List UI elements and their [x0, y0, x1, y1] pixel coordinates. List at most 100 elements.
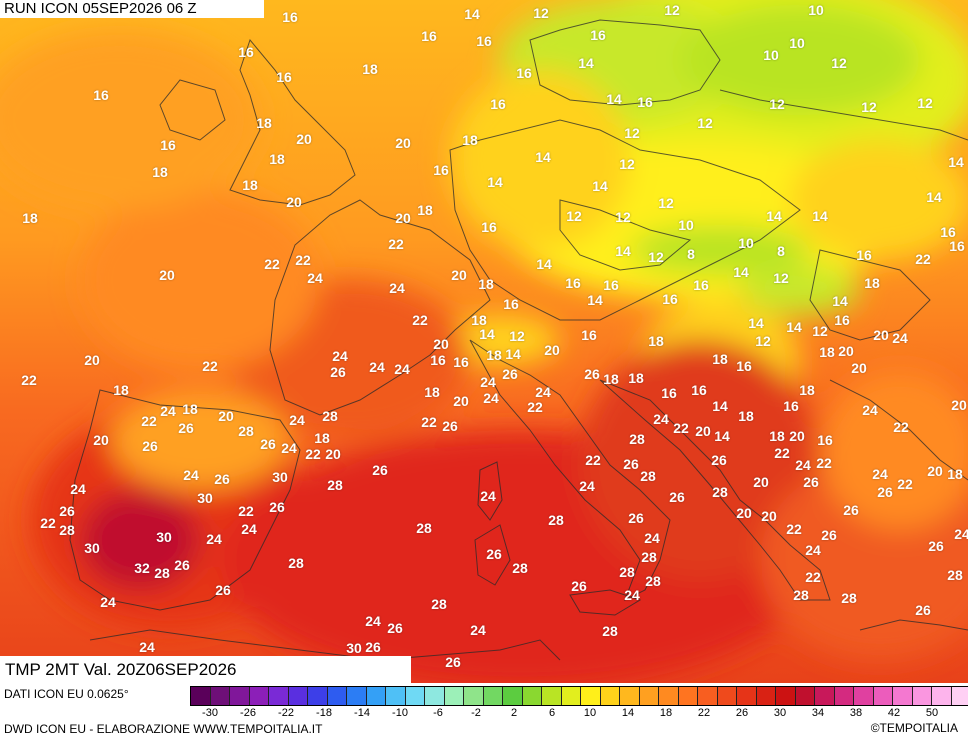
legend-swatch: [308, 687, 328, 705]
temperature-label: 24: [892, 330, 908, 346]
temperature-label: 14: [606, 91, 622, 107]
temperature-label: 24: [332, 348, 348, 364]
brand-text: ©TEMPOITALIA: [870, 721, 958, 735]
legend-swatch: [425, 687, 445, 705]
temperature-label: 14: [592, 178, 608, 194]
temperature-label: 14: [536, 256, 552, 272]
temperature-label: 16: [276, 69, 292, 85]
temperature-label: 12: [615, 209, 631, 225]
temperature-label: 12: [509, 328, 525, 344]
temperature-label: 28: [841, 590, 857, 606]
temperature-label: 16: [817, 432, 833, 448]
temperature-label: 18: [799, 382, 815, 398]
temperature-label: 28: [645, 573, 661, 589]
temperature-label: 20: [951, 397, 967, 413]
legend-tick: 10: [583, 707, 597, 719]
temperature-label: 18: [486, 347, 502, 363]
temperature-label: 10: [738, 235, 754, 251]
temperature-label: 26: [915, 602, 931, 618]
temperature-label: 26: [260, 436, 276, 452]
temperature-label: 22: [202, 358, 218, 374]
temperature-label: 26: [445, 654, 461, 670]
temperature-label: 24: [470, 622, 486, 638]
temperature-label: 22: [585, 452, 601, 468]
temperature-label: 24: [535, 384, 551, 400]
temperature-label: 16: [453, 354, 469, 370]
temperature-label: 28: [512, 560, 528, 576]
temperature-label: 26: [174, 557, 190, 573]
temperature-label: 20: [93, 432, 109, 448]
temperature-label: 16: [516, 65, 532, 81]
temperature-label: 12: [769, 96, 785, 112]
legend-swatch: [386, 687, 406, 705]
temperature-label: 12: [648, 249, 664, 265]
temperature-label: 24: [579, 478, 595, 494]
temperature-label: 14: [712, 398, 728, 414]
temperature-label: 20: [927, 463, 943, 479]
temperature-label: 28: [793, 587, 809, 603]
temperature-label: 12: [831, 55, 847, 71]
temperature-label: 16: [490, 96, 506, 112]
temperature-label: 22: [421, 414, 437, 430]
temperature-label: 24: [862, 402, 878, 418]
temperature-label: 14: [487, 174, 503, 190]
credit-text: DWD ICON EU - ELABORAZIONE WWW.TEMPOITAL…: [4, 722, 323, 736]
temperature-label: 20: [325, 446, 341, 462]
legend-tick: 2: [510, 707, 518, 719]
temperature-label: 28: [322, 408, 338, 424]
temperature-label: 20: [159, 267, 175, 283]
legend-swatch: [659, 687, 679, 705]
temperature-label: 22: [673, 420, 689, 436]
temperature-label: 22: [295, 252, 311, 268]
temperature-label: 26: [215, 582, 231, 598]
temperature-label: 22: [805, 569, 821, 585]
temperature-label: 22: [40, 515, 56, 531]
legend-swatch: [639, 687, 659, 705]
temperature-label: 28: [602, 623, 618, 639]
legend-tick: -18: [316, 707, 332, 719]
legend-swatch: [815, 687, 835, 705]
temperature-label: 20: [395, 210, 411, 226]
legend-tick: -26: [240, 707, 256, 719]
temperature-label: 18: [182, 401, 198, 417]
temperature-label: 14: [587, 292, 603, 308]
temperature-label: 26: [330, 364, 346, 380]
temperature-label: 20: [838, 343, 854, 359]
temperature-label: 12: [533, 5, 549, 21]
temperature-label: 18: [424, 384, 440, 400]
legend-swatch: [210, 687, 230, 705]
legend-swatch: [542, 687, 562, 705]
temperature-label: 28: [327, 477, 343, 493]
temperature-label: 16: [940, 224, 956, 240]
temperature-label: 16: [834, 312, 850, 328]
temperature-label: 12: [755, 333, 771, 349]
legend-swatch: [951, 687, 968, 705]
temperature-label: 24: [954, 526, 968, 542]
temperature-label: 20: [84, 352, 100, 368]
temperature-label: 20: [453, 393, 469, 409]
temperature-label: 28: [416, 520, 432, 536]
temperature-label: 10: [763, 47, 779, 63]
temperature-label: 18: [314, 430, 330, 446]
temperature-label: 26: [571, 578, 587, 594]
temperature-label: 18: [603, 371, 619, 387]
data-source: DATI ICON EU 0.0625°: [4, 687, 129, 701]
temperature-label: 24: [805, 542, 821, 558]
temperature-label: 22: [141, 413, 157, 429]
temperature-label: 24: [480, 488, 496, 504]
temperature-label: 28: [947, 567, 963, 583]
temperature-label: 16: [503, 296, 519, 312]
temperature-label: 26: [365, 639, 381, 655]
temperature-label: 12: [812, 323, 828, 339]
legend-swatch: [288, 687, 308, 705]
temperature-label: 20: [851, 360, 867, 376]
temperature-label: 16: [783, 398, 799, 414]
temperature-label: 24: [369, 359, 385, 375]
legend-swatch: [230, 687, 250, 705]
legend-swatch: [737, 687, 757, 705]
temperature-label: 26: [584, 366, 600, 382]
temperature-label: 8: [777, 243, 785, 259]
temperature-label: 24: [307, 270, 323, 286]
temperature-label: 16: [691, 382, 707, 398]
temperature-label: 12: [658, 195, 674, 211]
